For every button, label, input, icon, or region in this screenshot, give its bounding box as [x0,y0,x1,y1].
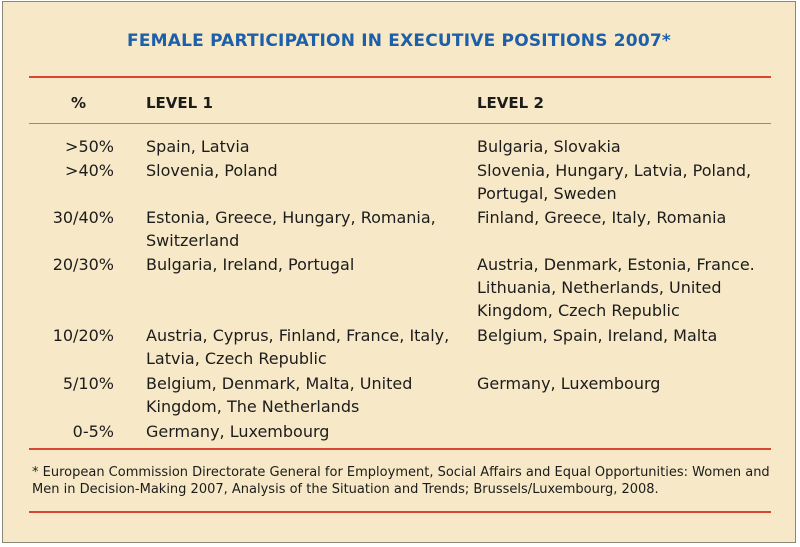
row-percent: >40% [65,161,114,180]
row-level-2: Slovenia, Hungary, Latvia, Poland, Portu… [477,161,752,203]
row-level-2: Finland, Greece, Italy, Romania [477,208,727,227]
header-divider [29,123,771,124]
row-level-1: Bulgaria, Ireland, Portugal [146,255,355,274]
row-percent: 20/30% [52,255,114,274]
top-divider [29,76,771,78]
row-level-1: Austria, Cyprus, Finland, France, Italy,… [146,326,450,368]
row-percent: 30/40% [52,208,114,227]
footnote-divider [29,448,771,450]
bottom-divider [29,511,771,513]
row-level-1: Belgium, Denmark, Malta, United Kingdom,… [146,374,413,416]
row-level-2: Belgium, Spain, Ireland, Malta [477,326,718,345]
row-percent: >50% [65,137,114,156]
row-level-2: Bulgaria, Slovakia [477,137,621,156]
row-percent: 0-5% [72,422,114,441]
header-level-1: LEVEL 1 [146,94,213,112]
header-level-2: LEVEL 2 [477,94,544,112]
row-level-1: Estonia, Greece, Hungary, Romania, Switz… [146,208,436,250]
row-level-1: Slovenia, Poland [146,161,278,180]
row-level-2: Austria, Denmark, Estonia, France. Lithu… [477,255,755,320]
page-title: FEMALE PARTICIPATION IN EXECUTIVE POSITI… [127,31,671,51]
row-level-1: Germany, Luxembourg [146,422,330,441]
row-level-1: Spain, Latvia [146,137,250,156]
row-percent: 5/10% [62,374,114,393]
row-level-2: Germany, Luxembourg [477,374,661,393]
header-percent: % [71,94,87,112]
row-percent: 10/20% [52,326,114,345]
footnote: * European Commission Directorate Genera… [32,465,770,497]
